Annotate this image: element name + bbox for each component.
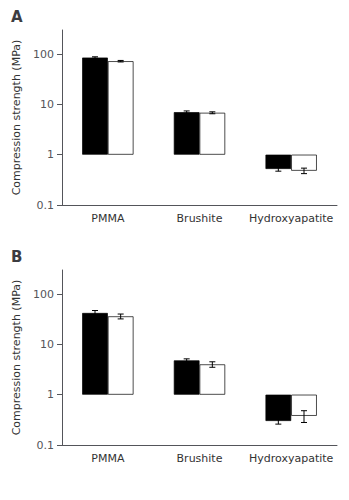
svg-text:Compression strength (MPa): Compression strength (MPa) [10,40,23,196]
svg-text:Hydroxyapatite: Hydroxyapatite [249,452,334,465]
svg-text:PMMA: PMMA [91,452,125,465]
svg-text:Brushite: Brushite [177,212,223,225]
svg-text:100: 100 [33,48,54,61]
svg-text:A: A [11,8,23,26]
svg-text:10: 10 [40,98,54,111]
svg-text:100: 100 [33,288,54,301]
svg-text:Compression strength (MPa): Compression strength (MPa) [10,280,23,436]
svg-text:Hydroxyapatite: Hydroxyapatite [249,212,334,225]
svg-text:B: B [11,248,22,266]
svg-text:1: 1 [47,388,54,401]
svg-text:0.1: 0.1 [37,199,55,212]
svg-text:PMMA: PMMA [91,212,125,225]
svg-text:1: 1 [47,148,54,161]
svg-text:0.1: 0.1 [37,439,55,452]
svg-text:Brushite: Brushite [177,452,223,465]
svg-text:10: 10 [40,338,54,351]
